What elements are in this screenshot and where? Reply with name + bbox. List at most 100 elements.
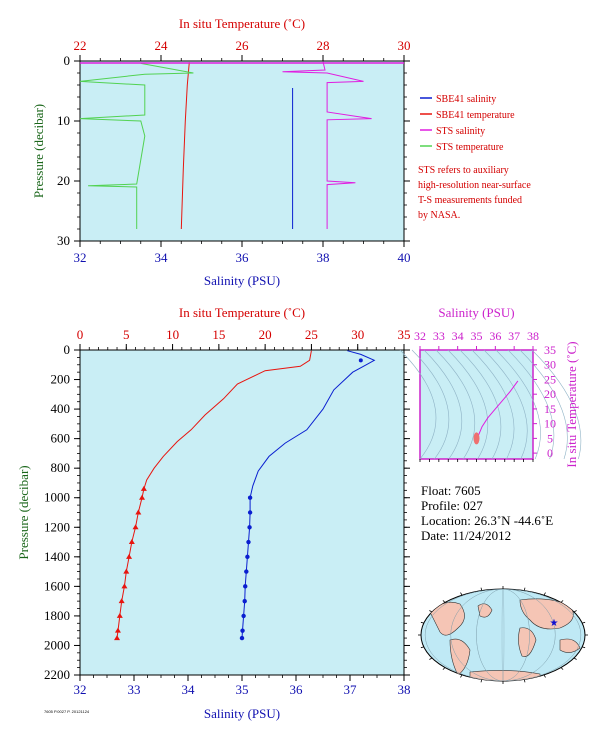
bottom-pressure-tick-label: 200 [51,372,71,387]
bottom-temperature-tick-label: 35 [398,327,411,342]
map-border-tick [460,592,463,596]
bottom-temperature-tick-label: 20 [259,327,272,342]
density-contour [459,349,502,460]
bottom-pressure-tick-label: 400 [51,401,71,416]
map-border-tick [420,621,424,624]
bottom-pressure-tick-label: 1600 [44,578,70,593]
temperature-marker [135,509,142,515]
bottom-temperature-tick-label: 15 [212,327,225,342]
top-salinity-tick-label: 34 [155,250,169,265]
top-pressure-tick-label: 30 [57,233,70,248]
top-temperature-tick-label: 24 [155,38,169,53]
continent-shape [519,598,574,630]
legend-label: SBE41 temperature [436,110,515,121]
ts-deep-cluster [473,432,480,445]
bottom-salinity-tick-label: 34 [182,682,196,697]
bottom-pressure-tick-label: 2000 [44,637,70,652]
salinity-marker [244,569,249,574]
temperature-marker [118,598,125,604]
map-border-tick [429,610,433,613]
bottom-pressure-tick-label: 1200 [44,519,70,534]
map-border-tick [523,587,526,591]
ts-temperature-tick-label: 15 [544,402,556,416]
density-contour [435,349,476,460]
density-contour [483,349,528,460]
temperature-marker [132,524,139,530]
top-temperature-tick-label: 28 [317,38,330,53]
legend-label: SBE41 salinity [436,94,496,105]
density-contour [507,349,555,460]
map-border-tick [442,667,446,670]
bottom-salinity-tick-label: 36 [290,682,304,697]
ts-salinity-tick-label: 32 [414,329,426,343]
map-border-tick [543,674,546,678]
footer-id-text: 7605 P.0027 P. 20121124 [44,709,90,714]
bottom-temperature-tick-label: 30 [351,327,364,342]
top-salinity-tick-label: 40 [398,250,411,265]
temperature-marker [128,539,135,545]
top-temperature-axis-title: In situ Temperature (˚C) [179,16,305,31]
continent-shape [477,603,493,618]
top-temperature-tick-label: 22 [74,38,87,53]
float-info: Float: 7605 Profile: 027 Location: 26.3˚… [421,483,553,543]
bottom-salinity-tick-label: 38 [398,682,411,697]
bottom-salinity-axis-title: Salinity (PSU) [204,706,280,721]
bottom-pressure-tick-label: 1800 [44,608,70,623]
map-border-tick [460,674,463,678]
top-plot-area [79,60,405,242]
bottom-salinity-tick-label: 33 [128,682,141,697]
map-border-tick [480,587,483,591]
ts-salinity-tick-label: 38 [527,329,539,343]
temperature-marker [139,494,146,500]
salinity-marker [243,584,248,589]
temperature-marker [114,635,121,641]
salinity-marker [247,495,253,500]
salinity-marker [242,598,247,604]
salinity-marker [247,525,252,530]
map-border-tick [560,600,564,603]
map-meridian [476,589,530,681]
temperature-marker [140,485,147,491]
ts-temperature-tick-label: 5 [547,431,553,445]
map-border-tick [429,657,433,660]
bottom-pressure-tick-label: 2200 [44,667,70,682]
ts-temperature-tick-label: 35 [544,343,556,357]
temperature-marker [116,612,123,618]
ts-temperature-axis-title: In situ Temperature (˚C) [564,341,579,467]
continent-shape [518,627,537,657]
bottom-temperature-tick-label: 5 [123,327,130,342]
map-border-tick [480,679,483,683]
sts-note-line: STS refers to auxiliary [418,165,509,176]
map-border-tick [560,667,564,670]
world-map-land [424,589,582,681]
map-border-tick [442,600,446,603]
density-contour [411,349,450,460]
map-meridian [450,589,556,681]
map-border-tick [543,592,546,596]
ts-salinity-axis-title: Salinity (PSU) [438,305,514,320]
top-salinity-tick-label: 38 [317,250,330,265]
density-contour [471,349,515,460]
bottom-pressure-tick-label: 0 [64,342,71,357]
temperature-marker [121,583,128,589]
salinity-marker [241,613,246,619]
salinity-marker [358,358,363,363]
density-contour [423,349,462,460]
bottom-temperature-tick-label: 25 [305,327,318,342]
temperature-marker [123,568,130,574]
bottom-temperature-tick-label: 0 [77,327,84,342]
map-border-tick [420,646,424,649]
temperature-marker [126,553,133,559]
bottom-salinity-tick-label: 35 [236,682,249,697]
bottom-pressure-tick-label: 1400 [44,549,70,564]
continent-shape [429,601,465,636]
temperature-marker [114,627,121,633]
ts-temperature-tick-label: 10 [544,417,556,431]
bottom-pressure-tick-label: 800 [51,460,71,475]
top-pressure-tick-label: 20 [57,173,70,188]
top-pressure-tick-label: 0 [64,53,71,68]
bottom-temperature-axis-title: In situ Temperature (˚C) [179,305,305,320]
bottom-salinity-tick-label: 32 [74,682,87,697]
bottom-pressure-tick-label: 1000 [44,490,70,505]
